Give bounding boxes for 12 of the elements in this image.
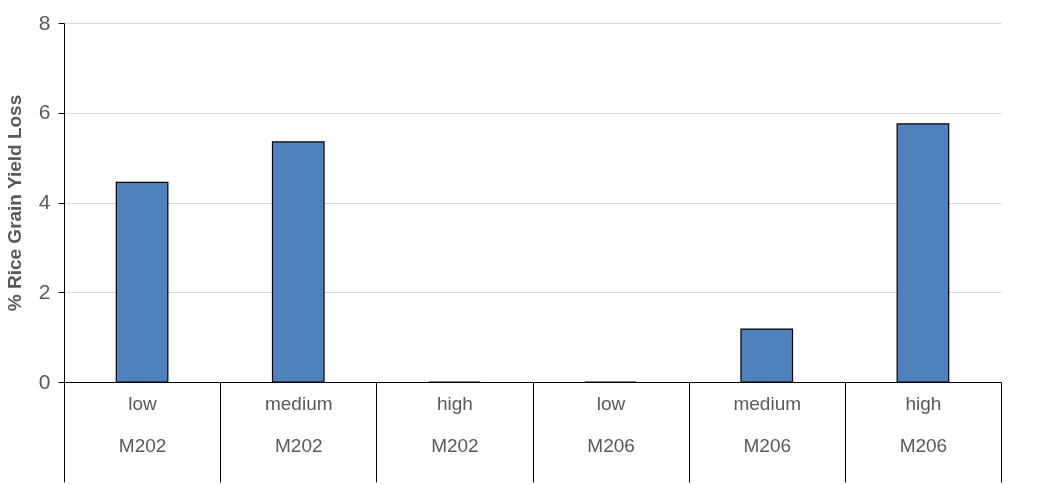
x-tick-label: low M202: [118, 392, 167, 456]
y-axis-title: % Rice Grain Yield Loss: [3, 94, 25, 312]
y-tick-label: 4: [38, 190, 51, 213]
y-tick-label: 8: [38, 10, 51, 34]
x-tick-label: medium M202: [264, 392, 333, 456]
x-tick-label: medium M206: [733, 392, 802, 456]
x-tick-label: high M202: [431, 392, 479, 456]
x-tick-label: low M206: [587, 392, 635, 456]
x-tick-label: high M206: [899, 392, 948, 456]
y-tick-label: 0: [38, 369, 51, 393]
y-tick-label: 2: [38, 279, 51, 303]
y-tick-label: 6: [38, 100, 51, 124]
